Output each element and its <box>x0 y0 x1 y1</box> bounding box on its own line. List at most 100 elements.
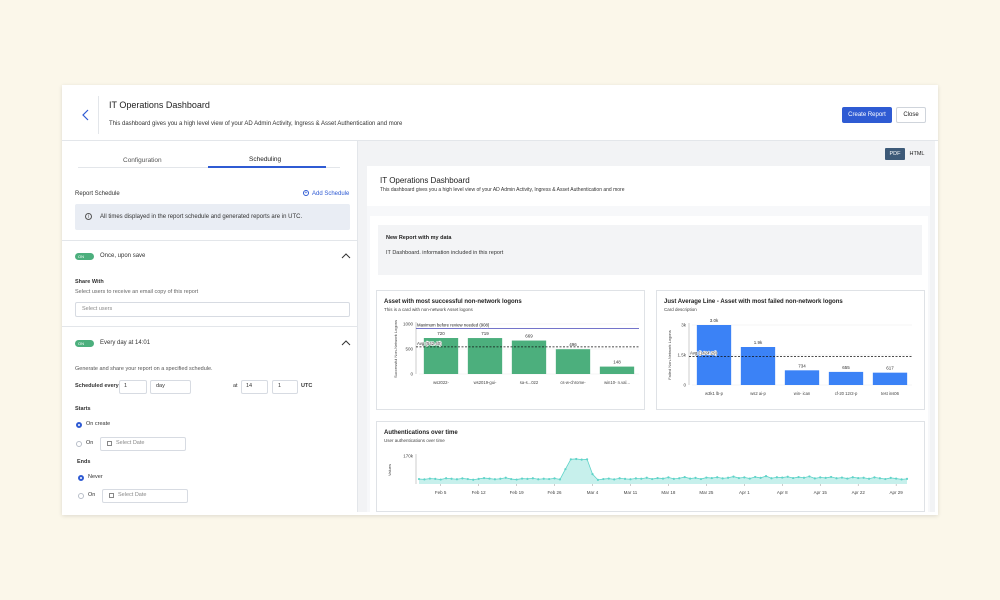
chart-subtitle: User authentications over time <box>384 438 445 443</box>
label: Starts <box>75 406 91 412</box>
point <box>683 475 686 479</box>
value-label: 719 <box>481 331 489 336</box>
tab[interactable]: Configuration <box>123 157 162 164</box>
select-value: day <box>156 383 165 389</box>
point <box>602 477 605 481</box>
point <box>542 477 545 480</box>
bar <box>467 338 503 374</box>
point <box>808 475 811 478</box>
toggle[interactable]: ON <box>75 253 94 260</box>
x-tick-label: Apr 1 <box>739 490 750 495</box>
bar <box>511 340 547 374</box>
point <box>781 476 784 479</box>
point <box>613 478 616 481</box>
point <box>819 476 822 479</box>
point <box>423 478 426 481</box>
x-tick-label: ws2019-gui- <box>474 380 497 385</box>
point <box>499 477 502 480</box>
radio[interactable] <box>76 441 82 447</box>
point <box>737 476 741 480</box>
point <box>862 476 865 479</box>
bar <box>872 372 908 385</box>
point <box>439 478 442 481</box>
point <box>558 478 562 481</box>
point <box>884 477 887 481</box>
html-button[interactable]: HTML <box>909 151 925 157</box>
info-icon: i <box>85 213 92 220</box>
y-axis-label: Failed Non-Network Logons <box>667 330 672 380</box>
placeholder: Select Date <box>116 440 145 446</box>
point <box>607 477 610 480</box>
radio-label: On create <box>86 421 111 427</box>
back-button[interactable] <box>80 108 92 122</box>
input-value: 14 <box>246 383 253 389</box>
bar <box>555 349 591 374</box>
x-tick-label: win10- n.val... <box>604 380 630 385</box>
point <box>878 477 881 480</box>
users-input[interactable] <box>75 302 350 317</box>
point <box>553 477 556 480</box>
toggle[interactable]: ON <box>75 340 94 347</box>
hint: Generate and share your report on a spec… <box>75 366 213 372</box>
point <box>689 477 692 480</box>
divider <box>98 96 99 134</box>
radio[interactable] <box>78 475 84 481</box>
radio[interactable] <box>78 493 84 499</box>
point <box>488 477 491 480</box>
point <box>846 477 849 480</box>
point <box>851 476 854 479</box>
value-label: 496 <box>569 342 577 347</box>
note-card <box>378 225 922 275</box>
x-tick-label: sa-s...022 <box>520 380 539 385</box>
radio[interactable] <box>76 422 82 428</box>
point <box>450 477 453 480</box>
point <box>445 477 448 480</box>
date-input[interactable] <box>102 489 188 503</box>
point <box>775 476 778 479</box>
minute-input[interactable] <box>272 380 298 394</box>
tab-active[interactable]: Scheduling <box>249 156 282 163</box>
value-label: 3.0k <box>710 318 719 323</box>
value-label: 734 <box>798 363 806 368</box>
point <box>802 476 806 479</box>
every-input[interactable] <box>119 380 147 394</box>
point <box>618 477 621 480</box>
chevron[interactable] <box>341 339 351 347</box>
add-icon: + <box>303 190 309 196</box>
x-tick-label: ws2022- <box>433 380 449 385</box>
x-tick-label: Mar 25 <box>699 490 714 495</box>
separator <box>62 326 357 327</box>
point <box>743 476 746 479</box>
info-text: All times displayed in the report schedu… <box>100 214 303 220</box>
x-tick-label: test ins06 <box>881 391 900 396</box>
point <box>764 474 768 478</box>
point <box>873 476 876 479</box>
date-input[interactable] <box>100 437 186 451</box>
chevron[interactable] <box>341 252 351 260</box>
chart-card: Asset with most successful non-network l… <box>376 290 645 410</box>
hour-input[interactable] <box>241 380 268 394</box>
point <box>672 477 675 480</box>
point <box>455 478 459 481</box>
reference-label: Avg (542.40) <box>417 341 442 346</box>
y-tick-label: 3k <box>681 323 687 328</box>
close-button[interactable]: Close <box>896 107 926 123</box>
unit-select[interactable] <box>150 380 191 394</box>
x-tick-label: cf-20 12r2-p <box>835 391 858 396</box>
preview-subtitle: This dashboard gives you a high level vi… <box>380 187 625 193</box>
point <box>575 457 578 461</box>
point <box>417 477 421 481</box>
value-label: 617 <box>886 366 894 371</box>
point <box>900 478 903 481</box>
point <box>895 477 898 480</box>
pdf-button[interactable]: PDF <box>885 148 905 160</box>
y-tick-label: 1.5k <box>677 353 686 358</box>
label: Scheduled every <box>75 383 119 389</box>
value-label: 669 <box>525 334 533 339</box>
add-schedule[interactable]: Add Schedule <box>312 191 350 197</box>
create-report-button[interactable]: Create Report <box>842 107 892 123</box>
point <box>526 477 529 480</box>
chart-title: Asset with most successful non-network l… <box>384 299 522 305</box>
point <box>629 478 632 481</box>
